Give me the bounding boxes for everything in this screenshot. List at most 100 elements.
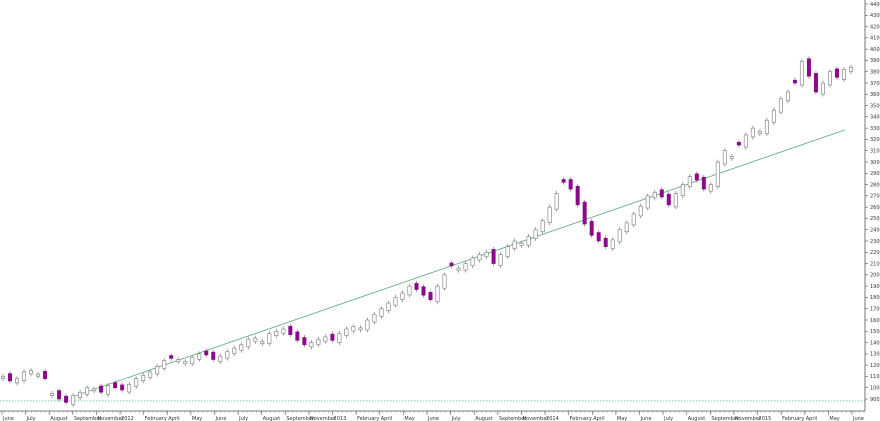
x-tick-label: June — [852, 416, 864, 421]
x-tick-label: August — [50, 416, 68, 421]
candle — [449, 260, 454, 269]
candle-body-down — [302, 337, 307, 346]
candle-body-down — [491, 249, 496, 264]
candle — [127, 381, 132, 395]
candle — [764, 117, 769, 137]
candle-body-up — [316, 338, 321, 345]
candle — [624, 220, 629, 235]
candle-body-up — [15, 378, 20, 384]
candle — [169, 353, 174, 361]
candle-body-down — [813, 73, 818, 93]
x-tick-label: 2015 — [759, 416, 772, 421]
candle — [0, 373, 6, 381]
candle — [57, 388, 62, 402]
candle — [379, 306, 384, 319]
candle-body-up — [820, 82, 825, 95]
candle-body-up — [309, 342, 314, 348]
candle-body-up — [134, 378, 139, 387]
candle-body-up — [680, 184, 685, 196]
candle-body-down — [736, 141, 741, 146]
candle-body-up — [85, 387, 90, 395]
candle — [722, 148, 727, 167]
candle-body-down — [99, 385, 104, 393]
candle-body-up — [540, 220, 545, 233]
x-tick-label: August — [475, 416, 493, 421]
x-tick-label: June — [215, 416, 227, 421]
candle — [71, 393, 76, 407]
candle — [708, 182, 713, 194]
candle — [148, 369, 153, 380]
candle — [323, 334, 328, 344]
candle-body-up — [29, 370, 34, 375]
y-tick-label: 1300 — [870, 352, 880, 358]
y-tick-label: 2300 — [870, 239, 880, 245]
candle-body-down — [211, 351, 216, 360]
candle-body-down — [694, 173, 699, 181]
candle-body-down — [603, 237, 608, 247]
candle — [631, 211, 636, 228]
candle-body-up — [554, 193, 559, 210]
candle-body-up — [505, 246, 510, 257]
candle — [407, 283, 412, 298]
candle-body-down — [64, 395, 69, 403]
candle — [673, 191, 678, 210]
candle-body-up — [281, 328, 286, 334]
candle — [267, 331, 272, 346]
candle — [64, 393, 69, 405]
candle-body-up — [232, 347, 237, 354]
candle-body-down — [295, 331, 300, 341]
x-tick-label: April — [168, 416, 179, 421]
y-tick-label: 2000 — [870, 273, 880, 279]
candle — [85, 385, 90, 397]
candle-body-up — [71, 395, 76, 405]
candle-body-up — [393, 297, 398, 306]
candle-body-up — [827, 71, 832, 86]
candle-body-down — [428, 292, 433, 300]
trend-lines — [0, 129, 865, 402]
y-tick-label: 1500 — [870, 329, 880, 335]
y-tick-label: 4100 — [870, 36, 880, 42]
x-tick-label: June — [427, 416, 439, 421]
candle — [29, 368, 34, 377]
candle-body-up — [22, 371, 27, 382]
candle — [78, 389, 83, 401]
candle — [99, 383, 104, 395]
candle — [848, 64, 853, 74]
x-tick-label: July — [663, 416, 673, 421]
candle — [561, 177, 566, 185]
candle — [337, 331, 342, 345]
candle — [603, 235, 608, 250]
candle — [141, 372, 146, 384]
candle-body-up — [379, 308, 384, 317]
candle-body-up — [162, 360, 167, 369]
candle — [358, 325, 363, 333]
candle-body-up — [0, 376, 6, 379]
candle-body-down — [666, 193, 671, 206]
candle — [92, 386, 97, 394]
candle — [575, 183, 580, 208]
trendline — [71, 129, 846, 398]
candle — [743, 132, 748, 150]
candle — [302, 335, 307, 348]
candle-body-up — [631, 213, 636, 226]
candle-body-up — [519, 242, 524, 246]
candle — [498, 252, 503, 269]
x-tick-label: July — [238, 416, 248, 421]
candle-body-up — [673, 193, 678, 208]
x-tick-label: 2013 — [334, 416, 347, 421]
candle-body-down — [421, 286, 426, 296]
candle-body-up — [148, 371, 153, 378]
candle — [750, 125, 755, 140]
candle-body-up — [246, 338, 251, 348]
x-tick-label: July — [26, 416, 36, 421]
candle — [582, 199, 587, 227]
candle — [239, 342, 244, 353]
y-tick-label: 1200 — [870, 363, 880, 369]
y-tick-label: 1900 — [870, 284, 880, 290]
candle-body-down — [701, 176, 706, 190]
candle-body-up — [365, 319, 370, 331]
candle-body-down — [330, 333, 335, 341]
y-tick-label: 1400 — [870, 340, 880, 346]
x-tick-label: April — [806, 416, 817, 421]
